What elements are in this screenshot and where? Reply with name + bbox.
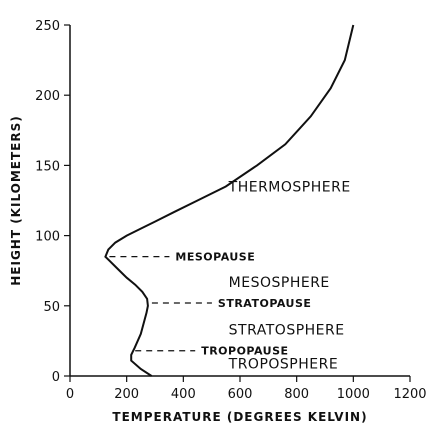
x-tick-label: 1000: [337, 387, 370, 402]
x-tick-label: 800: [284, 387, 309, 402]
x-tick-label: 0: [66, 387, 74, 402]
x-tick-label: 400: [171, 387, 196, 402]
x-axis-title: TEMPERATURE (DEGREES KELVIN): [112, 410, 367, 424]
y-tick-label: 250: [35, 19, 60, 34]
annotation-label: TROPOPAUSE: [201, 345, 288, 358]
annotation-label: MESOPAUSE: [175, 251, 255, 264]
temperature-profile-line: [104, 24, 355, 377]
y-axis-title: HEIGHT (KILOMETERS): [9, 115, 23, 286]
x-tick-label: 200: [114, 387, 139, 402]
y-tick-label: 150: [35, 159, 60, 174]
annotation-label: STRATOPAUSE: [218, 297, 312, 310]
y-tick-label: 100: [35, 230, 60, 245]
x-axis-ticks: 0 200 400 600 800 1000 1200: [66, 376, 427, 402]
x-tick-label: 600: [228, 387, 253, 402]
x-tick-label: 1200: [393, 387, 426, 402]
y-tick-label: 50: [43, 300, 60, 315]
layer-label: STRATOSPHERE: [229, 323, 345, 339]
y-tick-label: 200: [35, 89, 60, 104]
layer-label: MESOSPHERE: [229, 275, 330, 291]
y-tick-label: 0: [52, 370, 60, 385]
layer-label: TROPOSPHERE: [228, 356, 339, 372]
annotation-group: MESOPAUSE STRATOPAUSE TROPOPAUSE: [109, 251, 311, 358]
y-axis-ticks: 0 50 100 150 200 250: [35, 19, 70, 385]
layer-label-group: THERMOSPHERE MESOSPHERE STRATOSPHERE TROPOS…: [228, 179, 351, 372]
layer-label: THERMOSPHERE: [228, 179, 351, 195]
